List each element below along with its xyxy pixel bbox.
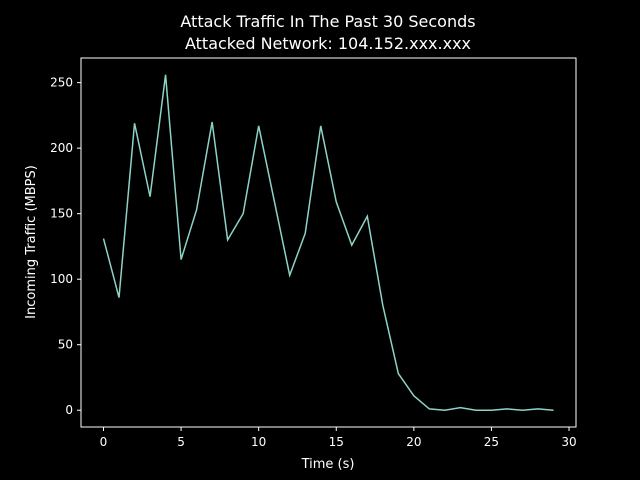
x-tick-label: 30 bbox=[561, 435, 576, 449]
x-tick-label: 25 bbox=[484, 435, 499, 449]
y-tick-label: 100 bbox=[50, 272, 73, 286]
data-line bbox=[102, 74, 554, 411]
chart-subtitle: Attacked Network: 104.152.xxx.xxx bbox=[185, 34, 471, 53]
x-tick-label: 0 bbox=[100, 435, 108, 449]
x-tick-label: 15 bbox=[329, 435, 344, 449]
y-tick-label: 150 bbox=[50, 207, 73, 221]
y-tick-label: 200 bbox=[50, 141, 73, 155]
x-tick-label: 5 bbox=[177, 435, 185, 449]
y-tick-label: 50 bbox=[58, 338, 73, 352]
y-axis-label: Incoming Traffic (MBPS) bbox=[24, 165, 39, 319]
plot-frame bbox=[80, 57, 577, 428]
chart-title: Attack Traffic In The Past 30 Seconds bbox=[180, 12, 475, 31]
y-tick-label: 250 bbox=[50, 76, 73, 90]
x-axis-label: Time (s) bbox=[301, 457, 355, 472]
x-tick-label: 20 bbox=[406, 435, 421, 449]
x-tick-label: 10 bbox=[251, 435, 266, 449]
y-tick-label: 0 bbox=[65, 403, 73, 417]
